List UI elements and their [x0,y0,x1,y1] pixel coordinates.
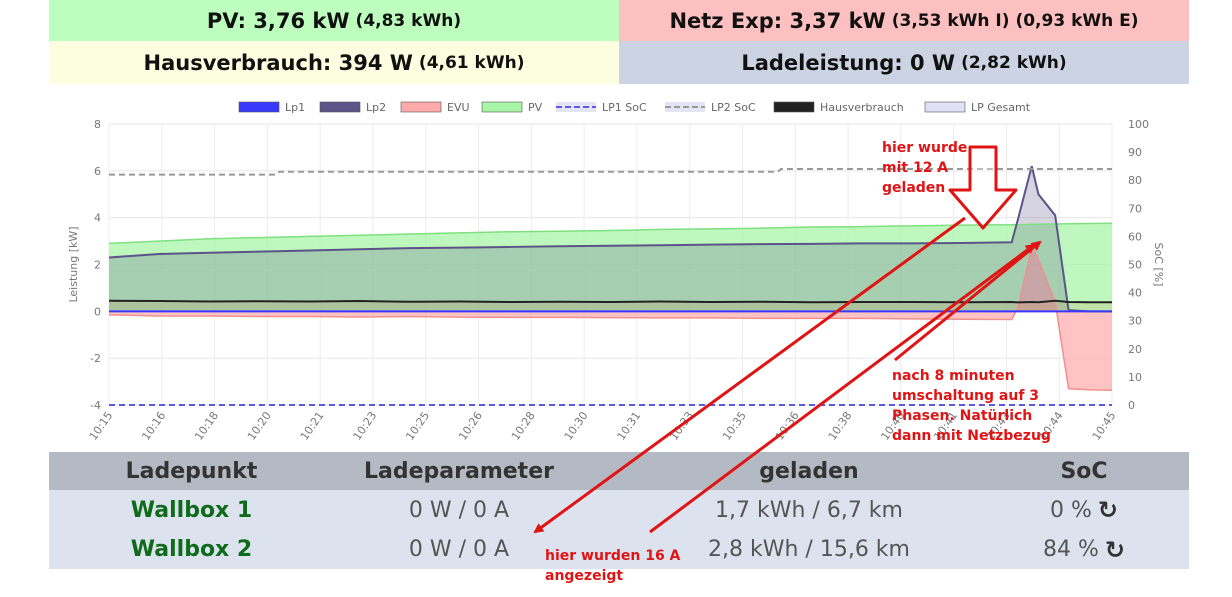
y2-tick-label: 20 [1128,343,1142,356]
x-tick-label: 10:20 [245,409,274,442]
legend-swatch [238,101,280,113]
y-tick-label: -2 [90,352,101,365]
geladen-value: 1,7 kWh / 6,7 km [715,497,903,523]
y2-tick-label: 60 [1128,230,1142,243]
header-geladen: geladen [759,458,859,484]
legend-swatch [481,101,523,113]
table-row: Wallbox 2 0 W / 0 A 2,8 kWh / 15,6 km 84… [49,530,1189,569]
ladepunkt-name[interactable]: Wallbox 1 [130,497,253,523]
legend-swatch [773,101,815,113]
legend-item[interactable]: EVU [400,101,470,114]
series-lp2-soc-line [109,167,1112,176]
ladeleistung-energy: (2,82 kWh) [961,52,1067,73]
y-tick-label: 4 [94,212,101,225]
ladepunkt-name[interactable]: Wallbox 2 [130,537,253,562]
legend-label: LP Gesamt [971,101,1031,114]
soc-value: 84 % [1042,537,1099,562]
x-tick-label: 10:36 [773,409,802,442]
legend-label: LP2 SoC [711,101,756,114]
soc-value: 0 % [1049,497,1092,523]
legend-item[interactable]: LP2 SoC [665,101,756,114]
ladeleistung-power: Ladeleistung: 0 W [741,50,956,75]
y-axis-label: Leistung [kW] [67,226,80,302]
hausverbrauch-energy: (4,61 kWh) [418,52,525,73]
pv-energy: (4,83 kWh) [355,10,462,31]
legend-item[interactable]: Hausverbrauch [773,101,904,114]
y-tick-label: 8 [94,118,101,131]
y2-tick-label: 70 [1128,202,1142,215]
y2-tick-label: 0 [1128,399,1135,412]
annotation-3-phasen: nach 8 minuten umschaltung auf 3 Phasen.… [892,368,1051,444]
legend-label: LP1 SoC [602,101,647,114]
legend-label: Hausverbrauch [820,101,904,114]
x-tick-label: 10:30 [562,409,591,442]
soc-cell: 84 % ↻ [989,530,1179,569]
ladeparameter-value: 0 W / 0 A [408,497,510,523]
ladeleistung-tile: Ladeleistung: 0 W (2,82 kWh) [619,41,1189,84]
y-tick-label: -4 [90,399,101,412]
header-ladeparameter: Ladeparameter [364,458,554,484]
y2-tick-label: 10 [1128,371,1142,384]
annotation-16a: hier wurden 16 A angezeigt [545,548,681,584]
y2-tick-label: 30 [1128,315,1142,328]
table-row: Wallbox 1 0 W / 0 A 1,7 kWh / 6,7 km 0 %… [49,490,1189,530]
refresh-icon[interactable]: ↻ [1104,535,1125,564]
soc-cell: 0 % ↻ [989,490,1179,530]
legend-label: PV [528,101,543,114]
y2-tick-label: 80 [1128,174,1142,187]
chart-areas [109,166,1112,391]
x-tick-label: 10:38 [826,409,855,442]
legend-swatch [319,101,361,113]
ladeparameter-value: 0 W / 0 A [408,537,510,562]
x-tick-label: 10:26 [456,409,485,442]
x-tick-label: 10:16 [139,409,168,442]
x-tick-label: 10:31 [615,409,644,442]
legend-item[interactable]: Lp2 [319,101,386,114]
x-tick-label: 10:35 [720,409,749,442]
y-tick-label: 0 [94,305,101,318]
legend-swatch [924,101,966,113]
annotation-12a: hier wurde mit 12 A geladen [882,140,968,196]
legend-label: EVU [447,101,470,114]
netz-tile: Netz Exp: 3,37 kW (3,53 kWh I) (0,93 kWh… [619,0,1189,41]
hausverbrauch-tile: Hausverbrauch: 394 W (4,61 kWh) [49,41,619,84]
x-tick-label: 10:33 [667,409,696,442]
hausverbrauch-power: Hausverbrauch: 394 W [143,50,413,75]
y2-tick-label: 90 [1128,146,1142,159]
geladen-value: 2,8 kWh / 15,6 km [708,537,910,562]
legend-item[interactable]: LP1 SoC [556,101,647,114]
y2-tick-label: 50 [1128,259,1142,272]
y2-tick-label: 100 [1128,118,1149,131]
table-header: Ladepunkt Ladeparameter geladen SoC [49,452,1189,490]
y2-tick-label: 40 [1128,287,1142,300]
chart-legend[interactable]: Lp1 Lp2 EVU PV LP1 SoC LP2 SoC Hausverbrauch LP… [238,101,1031,114]
netz-energy: (3,53 kWh I) (0,93 kWh E) [891,10,1139,31]
legend-item[interactable]: LP Gesamt [924,101,1031,114]
legend-item[interactable]: Lp1 [238,101,305,114]
legend-item[interactable]: PV [481,101,543,114]
legend-label: Lp2 [366,101,386,114]
x-tick-label: 10:28 [509,409,538,442]
legend-label: Lp1 [285,101,305,114]
y-tick-label: 2 [94,259,101,272]
x-tick-label: 10:18 [192,409,221,442]
refresh-icon[interactable]: ↻ [1097,496,1118,524]
x-tick-label: 10:45 [1090,409,1119,442]
pv-tile: PV: 3,76 kW (4,83 kWh) [49,0,619,41]
y-tick-label: 6 [94,165,101,178]
y2-axis-label: SoC [%] [1152,243,1165,287]
x-tick-label: 10:21 [298,409,327,442]
netz-power: Netz Exp: 3,37 kW [669,8,886,33]
pv-power: PV: 3,76 kW [206,8,350,33]
x-tick-label: 10:15 [87,409,116,442]
header-soc: SoC [1060,458,1108,484]
legend-swatch [400,101,442,113]
header-ladepunkt: Ladepunkt [125,458,258,484]
x-tick-label: 10:23 [351,409,380,442]
x-tick-label: 10:25 [403,409,432,442]
